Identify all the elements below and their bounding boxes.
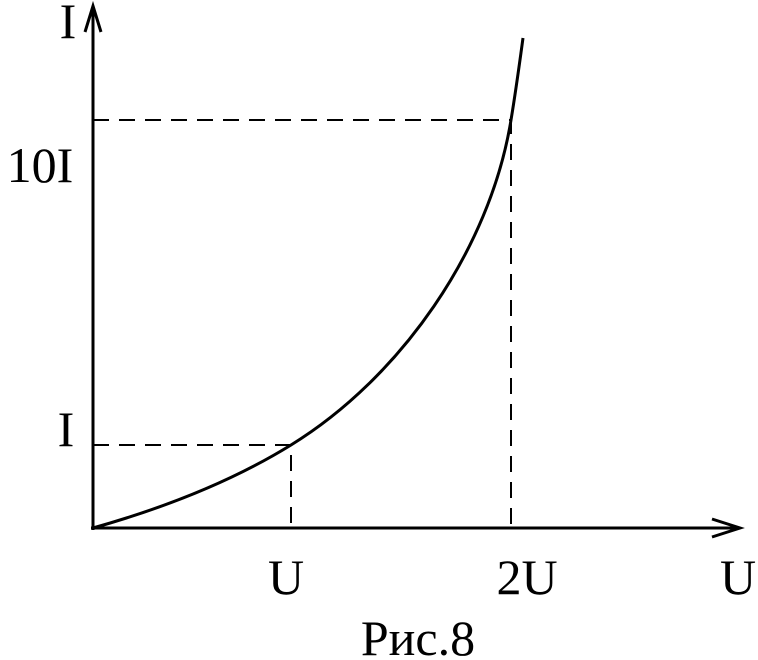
guide-line (93, 444, 292, 528)
y-axis-label: I (60, 0, 77, 49)
y-tick-label: I (58, 401, 75, 457)
y-tick-label: 10I (7, 137, 74, 193)
x-axis-arrow (711, 517, 745, 539)
x-tick-label: U (268, 549, 304, 605)
caption: Рис.8 (361, 610, 475, 660)
guide-line (93, 119, 512, 528)
y-axis-arrow (83, 0, 103, 33)
x-tick-label: 2U (496, 549, 557, 605)
curve (92, 37, 525, 530)
x-axis-label: U (720, 549, 756, 605)
